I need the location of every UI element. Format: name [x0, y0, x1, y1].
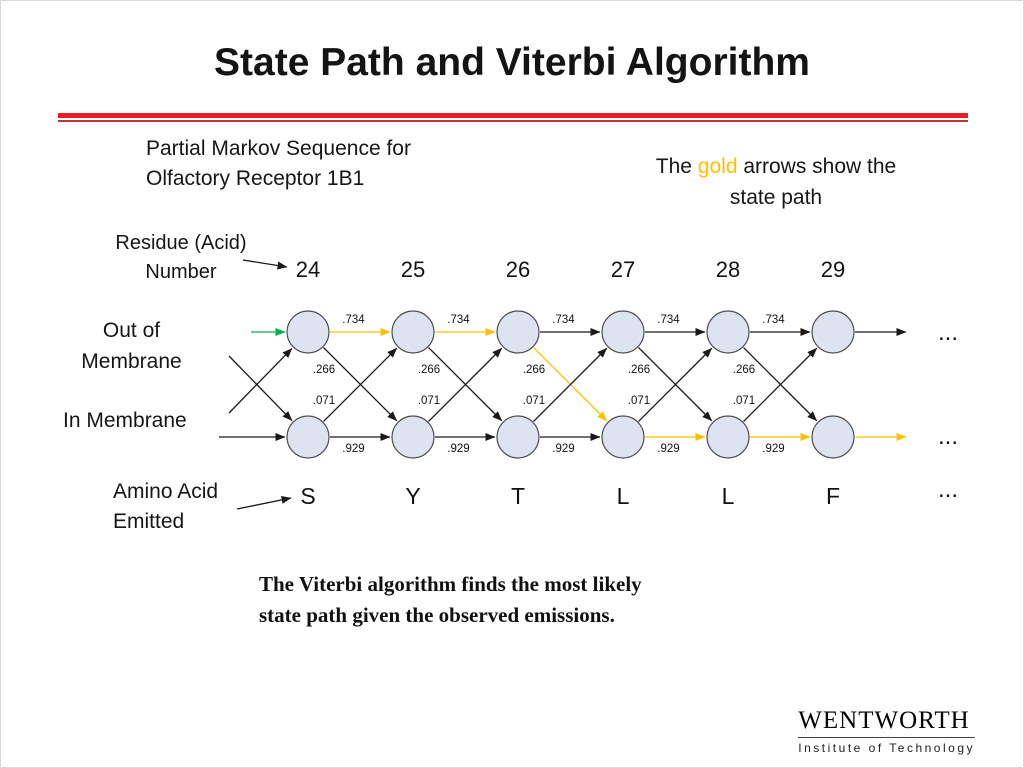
emission-letter: L: [617, 483, 630, 509]
state-node-out-26: [496, 310, 540, 354]
emission-letter: F: [826, 483, 840, 509]
prob-in-to-out: .071: [418, 395, 440, 407]
prob-stay-in: .929: [552, 443, 574, 455]
transition-arrow-out-in: [743, 347, 818, 422]
prob-out-to-in: .266: [418, 364, 440, 376]
caption-line-1: The Viterbi algorithm finds the most lik…: [259, 572, 642, 596]
state-node-out-29: [811, 310, 855, 354]
prob-stay-out: .734: [552, 314, 575, 326]
ellipsis-emission-row: ...: [938, 476, 958, 503]
entry-arrow-cross-down: [228, 355, 293, 421]
ellipsis-in-row: ...: [938, 423, 958, 450]
transition-arrow-out-in: [323, 347, 398, 422]
residue-number: 25: [401, 257, 425, 282]
state-node-out-24: [286, 310, 330, 354]
prob-stay-out: .734: [762, 314, 785, 326]
transition-arrow-in-out: [638, 347, 713, 422]
subtitle-line-2: Olfactory Receptor 1B1: [146, 167, 365, 190]
out-label-line-1: Out of: [102, 319, 161, 342]
prob-out-to-in: .266: [628, 364, 650, 376]
residue-number: 29: [821, 257, 845, 282]
transition-arrow-in-out: [323, 347, 398, 422]
gold-note: The gold arrows show the state path: [616, 151, 936, 213]
title-divider: [58, 113, 968, 118]
transition-arrow-in-out: [743, 347, 818, 422]
prob-in-to-out: .071: [628, 395, 650, 407]
amino-pointer-arrow: [236, 495, 292, 510]
in-membrane-label: In Membrane: [63, 409, 187, 432]
emission-letter: T: [511, 483, 525, 509]
state-node-in-29: [811, 415, 855, 459]
out-label-line-2: Membrane: [81, 350, 182, 373]
state-node-in-24: [286, 415, 330, 459]
residue-number: 26: [506, 257, 530, 282]
ellipsis-out-row: ...: [938, 319, 958, 346]
transition-arrow-in-out: [428, 347, 503, 422]
gold-note-gold-word: gold: [697, 155, 738, 178]
residue-number: 28: [716, 257, 740, 282]
prob-in-to-out: .071: [523, 395, 545, 407]
residue-number: 24: [296, 257, 320, 282]
wentworth-logo: WENTWORTH Institute of Technology: [798, 707, 975, 755]
prob-stay-in: .929: [447, 443, 469, 455]
gold-note-post: arrows show the: [737, 155, 897, 178]
gold-note-pre: The: [655, 155, 698, 178]
gold-note-line-1: The gold arrows show the: [616, 151, 936, 182]
gold-note-line-2: state path: [729, 186, 823, 209]
entry-arrow-cross-up: [228, 348, 293, 414]
prob-in-to-out: .071: [313, 395, 335, 407]
prob-in-to-out: .071: [733, 395, 755, 407]
logo-name: WENTWORTH: [798, 707, 975, 738]
amino-acid-emitted-label: Amino Acid Emitted: [113, 477, 218, 537]
viterbi-caption: The Viterbi algorithm finds the most lik…: [259, 569, 642, 631]
emission-letter: S: [300, 483, 315, 509]
state-node-in-25: [391, 415, 435, 459]
residue-number-label: Residue (Acid) Number: [76, 229, 286, 287]
prob-stay-out: .734: [342, 314, 365, 326]
subtitle-line-1: Partial Markov Sequence for: [146, 137, 411, 160]
transition-arrow-out-in: [638, 347, 713, 422]
state-node-out-27: [601, 310, 645, 354]
transition-arrow-out-in: [533, 347, 608, 422]
caption-line-2: state path given the observed emissions.: [259, 603, 615, 627]
emission-letter: L: [722, 483, 735, 509]
transition-arrow-out-in: [428, 347, 503, 422]
prob-stay-in: .929: [762, 443, 784, 455]
amino-label-line-2: Emitted: [113, 510, 185, 533]
amino-label-line-1: Amino Acid: [113, 480, 219, 503]
prob-stay-out: .734: [447, 314, 470, 326]
residue-label-line-2: Number: [145, 261, 217, 283]
logo-subtitle: Institute of Technology: [798, 741, 975, 755]
out-of-membrane-label: Out of Membrane: [59, 315, 204, 377]
state-node-in-26: [496, 415, 540, 459]
prob-stay-in: .929: [342, 443, 364, 455]
subtitle-left: Partial Markov Sequence for Olfactory Re…: [146, 134, 411, 194]
slide-title: State Path and Viterbi Algorithm: [214, 41, 810, 84]
state-node-out-25: [391, 310, 435, 354]
emission-letter: Y: [405, 483, 420, 509]
prob-stay-out: .734: [657, 314, 680, 326]
residue-label-line-1: Residue (Acid): [115, 232, 247, 254]
state-node-in-28: [706, 415, 750, 459]
title-divider-shadow: [58, 120, 968, 122]
prob-out-to-in: .266: [313, 364, 335, 376]
prob-out-to-in: .266: [733, 364, 755, 376]
transition-arrow-in-out: [533, 347, 608, 422]
state-node-out-28: [706, 310, 750, 354]
prob-stay-in: .929: [657, 443, 679, 455]
residue-number: 27: [611, 257, 635, 282]
state-node-in-27: [601, 415, 645, 459]
prob-out-to-in: .266: [523, 364, 545, 376]
